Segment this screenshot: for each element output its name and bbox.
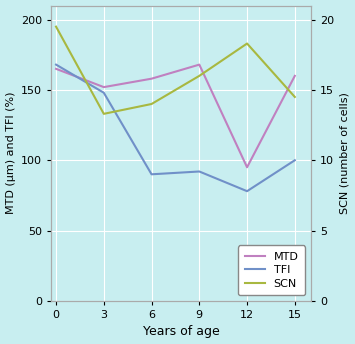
- Line: MTD: MTD: [56, 65, 295, 167]
- Line: SCN: SCN: [56, 26, 295, 114]
- SCN: [102, 112, 106, 116]
- SCN: [149, 102, 154, 106]
- TFI: [149, 172, 154, 176]
- SCN: [293, 95, 297, 99]
- TFI: [245, 189, 249, 193]
- MTD: [102, 85, 106, 89]
- MTD: [245, 165, 249, 169]
- MTD: [149, 77, 154, 81]
- Legend: MTD, TFI, SCN: MTD, TFI, SCN: [238, 245, 305, 295]
- SCN: [197, 74, 201, 78]
- TFI: [197, 170, 201, 174]
- Y-axis label: MTD (μm) and TFI (%): MTD (μm) and TFI (%): [6, 92, 16, 214]
- Y-axis label: SCN (number of cells): SCN (number of cells): [339, 92, 349, 214]
- MTD: [197, 63, 201, 67]
- TFI: [54, 63, 58, 67]
- TFI: [293, 158, 297, 162]
- SCN: [54, 24, 58, 29]
- TFI: [102, 91, 106, 95]
- MTD: [54, 67, 58, 71]
- SCN: [245, 42, 249, 46]
- X-axis label: Years of age: Years of age: [143, 325, 219, 338]
- MTD: [293, 74, 297, 78]
- Line: TFI: TFI: [56, 65, 295, 191]
